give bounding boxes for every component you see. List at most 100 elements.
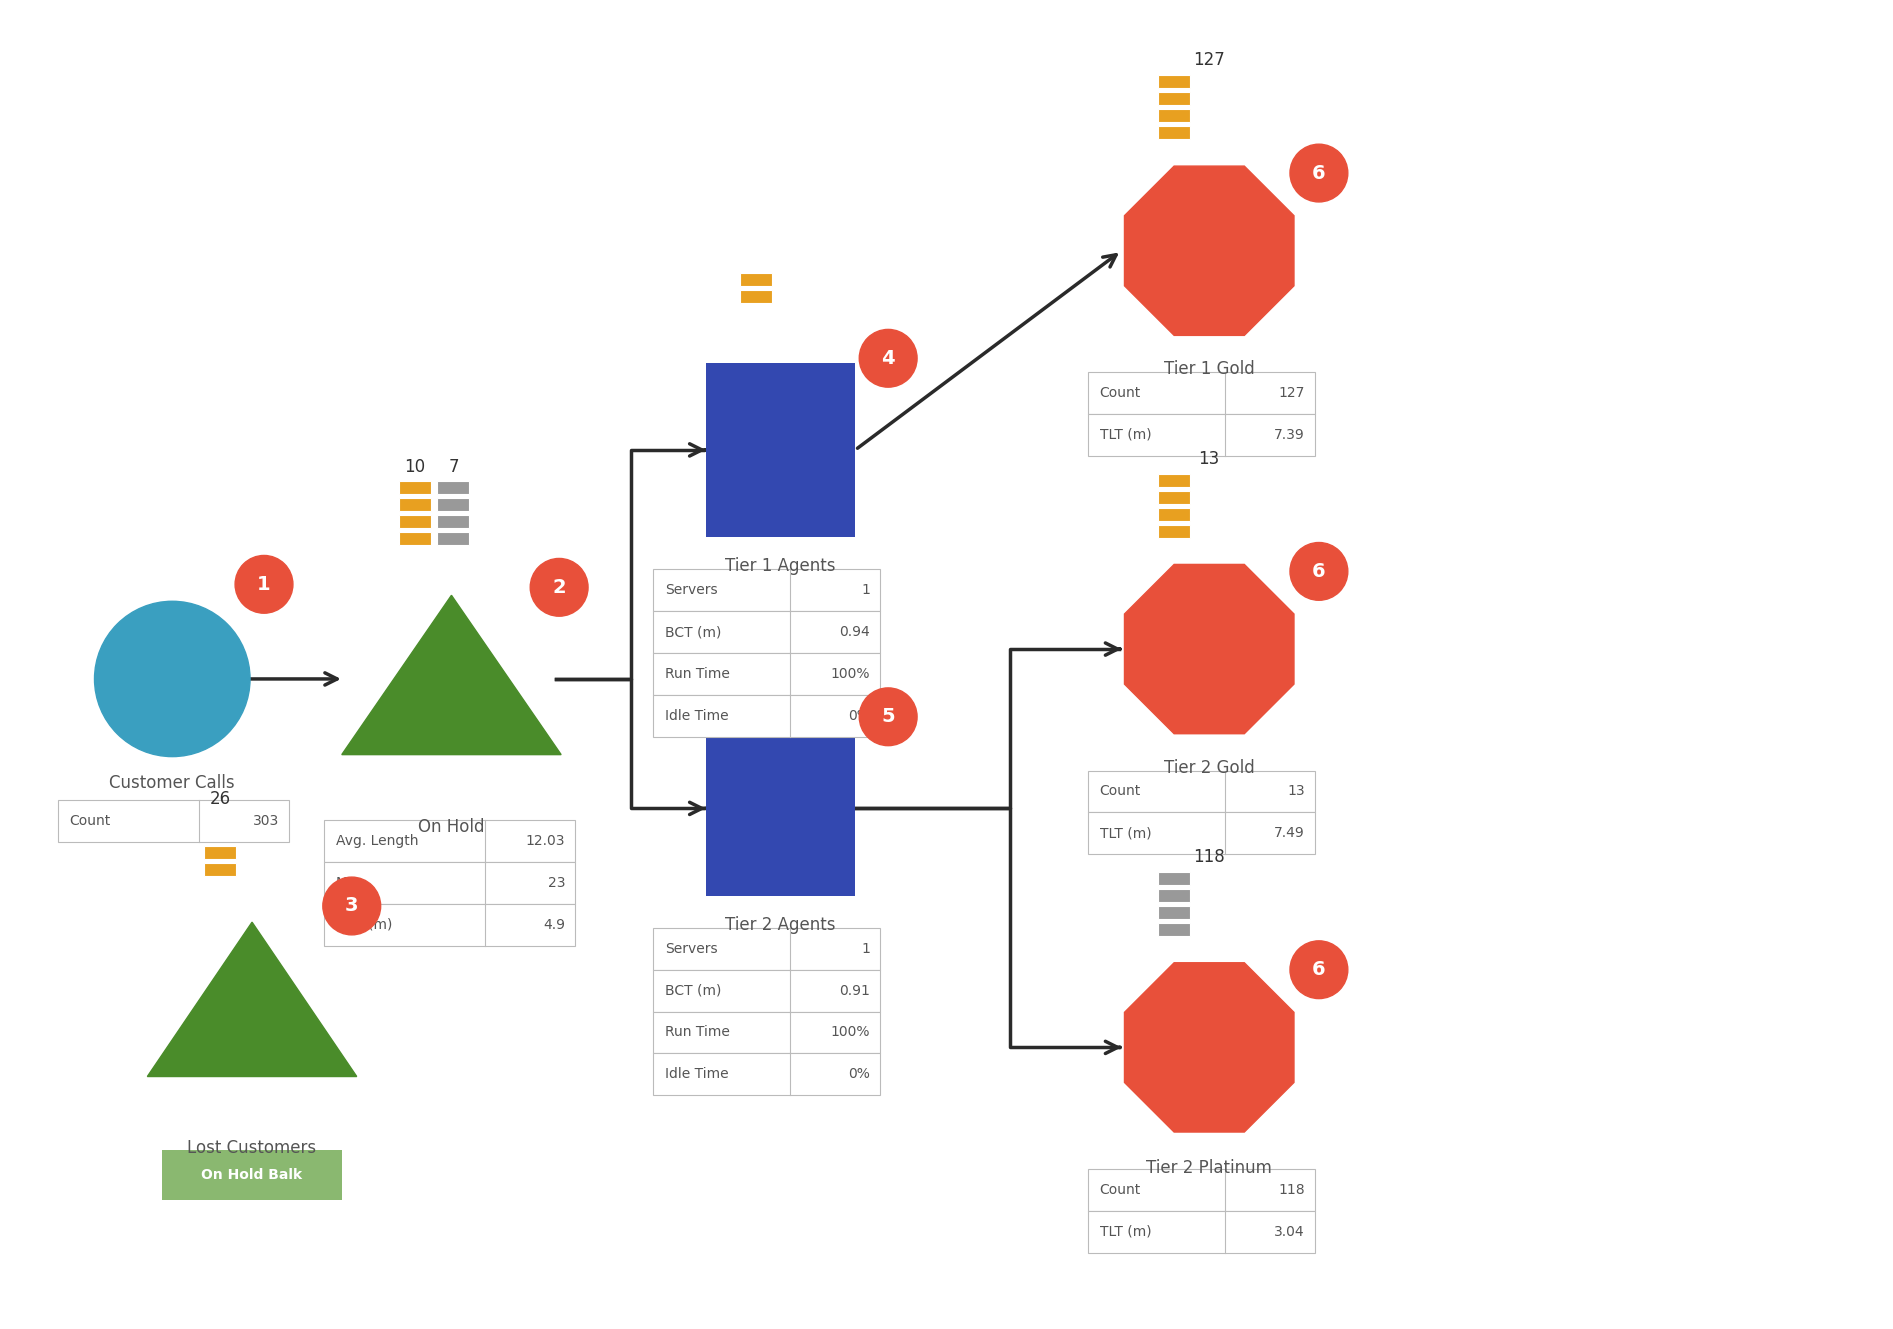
Bar: [740, 272, 772, 286]
Text: 0.91: 0.91: [839, 983, 871, 998]
Text: 3: 3: [345, 897, 358, 916]
Text: 0%: 0%: [848, 1067, 871, 1082]
FancyBboxPatch shape: [1088, 1211, 1316, 1252]
Circle shape: [859, 688, 916, 746]
Text: 7.39: 7.39: [1274, 428, 1304, 443]
Bar: [399, 497, 430, 510]
Text: Tier 2 Gold: Tier 2 Gold: [1164, 759, 1255, 776]
Bar: [437, 497, 469, 510]
Text: 6: 6: [1312, 961, 1325, 979]
FancyBboxPatch shape: [653, 1054, 880, 1095]
Bar: [204, 829, 237, 843]
Polygon shape: [1124, 166, 1295, 335]
Circle shape: [324, 877, 380, 934]
Text: 4.9: 4.9: [543, 918, 566, 932]
Bar: [740, 290, 772, 303]
Bar: [399, 532, 430, 545]
Text: BCT (m): BCT (m): [664, 625, 721, 639]
Bar: [1159, 872, 1191, 885]
Text: 118: 118: [1278, 1183, 1304, 1197]
Bar: [204, 863, 237, 876]
FancyBboxPatch shape: [653, 611, 880, 653]
Text: On Hold Balk: On Hold Balk: [201, 1168, 303, 1181]
Text: 303: 303: [252, 815, 278, 828]
FancyBboxPatch shape: [1088, 1170, 1316, 1211]
Bar: [437, 481, 469, 493]
FancyBboxPatch shape: [653, 928, 880, 970]
Text: TLT (m): TLT (m): [1100, 827, 1151, 840]
Polygon shape: [1124, 565, 1295, 734]
Text: Tier 2 Agents: Tier 2 Agents: [725, 916, 835, 934]
Text: TLT (m): TLT (m): [1100, 428, 1151, 443]
Text: 6: 6: [1312, 562, 1325, 581]
Text: 118: 118: [1193, 848, 1225, 867]
Text: Servers: Servers: [664, 583, 717, 597]
FancyBboxPatch shape: [653, 970, 880, 1011]
Circle shape: [1289, 144, 1348, 202]
Bar: [740, 631, 772, 645]
Bar: [1159, 76, 1191, 89]
Text: 127: 127: [1278, 387, 1304, 400]
Text: 10: 10: [403, 457, 426, 476]
Text: 3.04: 3.04: [1274, 1224, 1304, 1239]
Bar: [1159, 922, 1191, 936]
Text: 23: 23: [547, 876, 566, 890]
Text: 1: 1: [861, 583, 871, 597]
FancyBboxPatch shape: [163, 1150, 343, 1200]
Text: Run Time: Run Time: [664, 1026, 729, 1039]
FancyBboxPatch shape: [1088, 771, 1316, 812]
Bar: [1159, 906, 1191, 918]
Text: Count: Count: [1100, 1183, 1141, 1197]
Bar: [1159, 474, 1191, 486]
Text: 12.03: 12.03: [526, 835, 566, 848]
Text: 6: 6: [1312, 163, 1325, 182]
Text: 100%: 100%: [831, 1026, 871, 1039]
Bar: [399, 481, 430, 493]
Text: 7: 7: [449, 457, 458, 476]
Text: Idle Time: Idle Time: [664, 1067, 729, 1082]
Circle shape: [235, 556, 293, 613]
Circle shape: [1289, 941, 1348, 998]
Circle shape: [530, 558, 589, 617]
Text: On Hold: On Hold: [418, 819, 485, 836]
Bar: [1159, 490, 1191, 504]
FancyBboxPatch shape: [653, 569, 880, 611]
Text: 127: 127: [1193, 52, 1225, 69]
Bar: [706, 722, 856, 896]
FancyBboxPatch shape: [1088, 372, 1316, 415]
Polygon shape: [1124, 962, 1295, 1132]
Text: BCT (m): BCT (m): [664, 983, 721, 998]
Text: 5: 5: [882, 707, 895, 726]
Polygon shape: [343, 595, 560, 755]
Text: 0.94: 0.94: [839, 625, 871, 639]
Circle shape: [859, 330, 916, 387]
Text: 2: 2: [553, 578, 566, 597]
Text: Count: Count: [1100, 784, 1141, 799]
Polygon shape: [148, 922, 356, 1076]
Bar: [1159, 109, 1191, 122]
FancyBboxPatch shape: [324, 820, 575, 863]
Text: Max: Max: [335, 876, 365, 890]
Text: TLT (m): TLT (m): [1100, 1224, 1151, 1239]
Bar: [1159, 525, 1191, 537]
FancyBboxPatch shape: [653, 695, 880, 736]
FancyBboxPatch shape: [324, 863, 575, 904]
FancyBboxPatch shape: [653, 1011, 880, 1054]
Text: Run Time: Run Time: [664, 667, 729, 680]
Text: Tier 1 Gold: Tier 1 Gold: [1164, 360, 1255, 379]
Text: Count: Count: [70, 815, 112, 828]
Bar: [437, 514, 469, 528]
Bar: [1159, 126, 1191, 140]
Bar: [706, 363, 856, 537]
Text: Tier 1 Agents: Tier 1 Agents: [725, 557, 835, 575]
Text: 13: 13: [1198, 449, 1219, 468]
Text: Tier 2 Platinum: Tier 2 Platinum: [1147, 1159, 1272, 1177]
Text: Customer Calls: Customer Calls: [110, 773, 235, 792]
FancyBboxPatch shape: [1088, 415, 1316, 456]
Bar: [204, 812, 237, 825]
Text: 1: 1: [257, 575, 271, 594]
Bar: [1159, 508, 1191, 521]
Text: Avg. Length: Avg. Length: [335, 835, 418, 848]
Text: 100%: 100%: [831, 667, 871, 680]
Text: Servers: Servers: [664, 942, 717, 956]
